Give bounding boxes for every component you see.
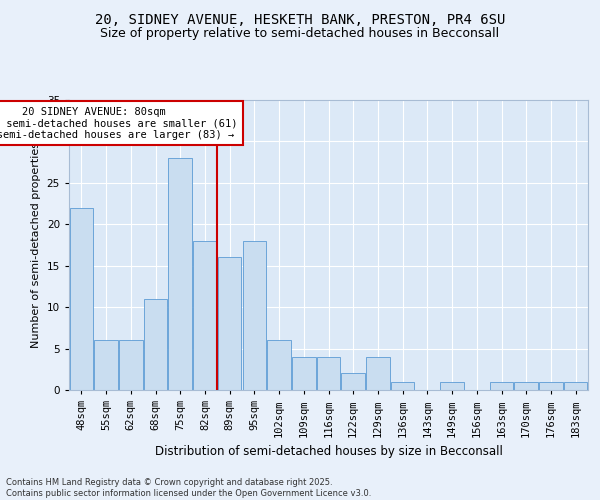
Bar [514,382,538,390]
Bar [144,299,167,390]
Bar [440,382,464,390]
Bar [218,258,241,390]
Bar [539,382,563,390]
Bar [391,382,415,390]
Y-axis label: Number of semi-detached properties: Number of semi-detached properties [31,142,41,348]
Bar [366,357,389,390]
Bar [94,340,118,390]
Bar [70,208,93,390]
Text: 20 SIDNEY AVENUE: 80sqm
← 41% of semi-detached houses are smaller (61)
56% of se: 20 SIDNEY AVENUE: 80sqm ← 41% of semi-de… [0,106,238,140]
Bar [268,340,291,390]
Text: Contains HM Land Registry data © Crown copyright and database right 2025.
Contai: Contains HM Land Registry data © Crown c… [6,478,371,498]
Bar [169,158,192,390]
Bar [564,382,587,390]
Bar [341,374,365,390]
Text: Size of property relative to semi-detached houses in Becconsall: Size of property relative to semi-detach… [100,28,500,40]
Text: 20, SIDNEY AVENUE, HESKETH BANK, PRESTON, PR4 6SU: 20, SIDNEY AVENUE, HESKETH BANK, PRESTON… [95,12,505,26]
Bar [292,357,316,390]
Bar [317,357,340,390]
Bar [490,382,513,390]
Bar [242,241,266,390]
Bar [193,241,217,390]
Bar [119,340,143,390]
X-axis label: Distribution of semi-detached houses by size in Becconsall: Distribution of semi-detached houses by … [155,445,502,458]
